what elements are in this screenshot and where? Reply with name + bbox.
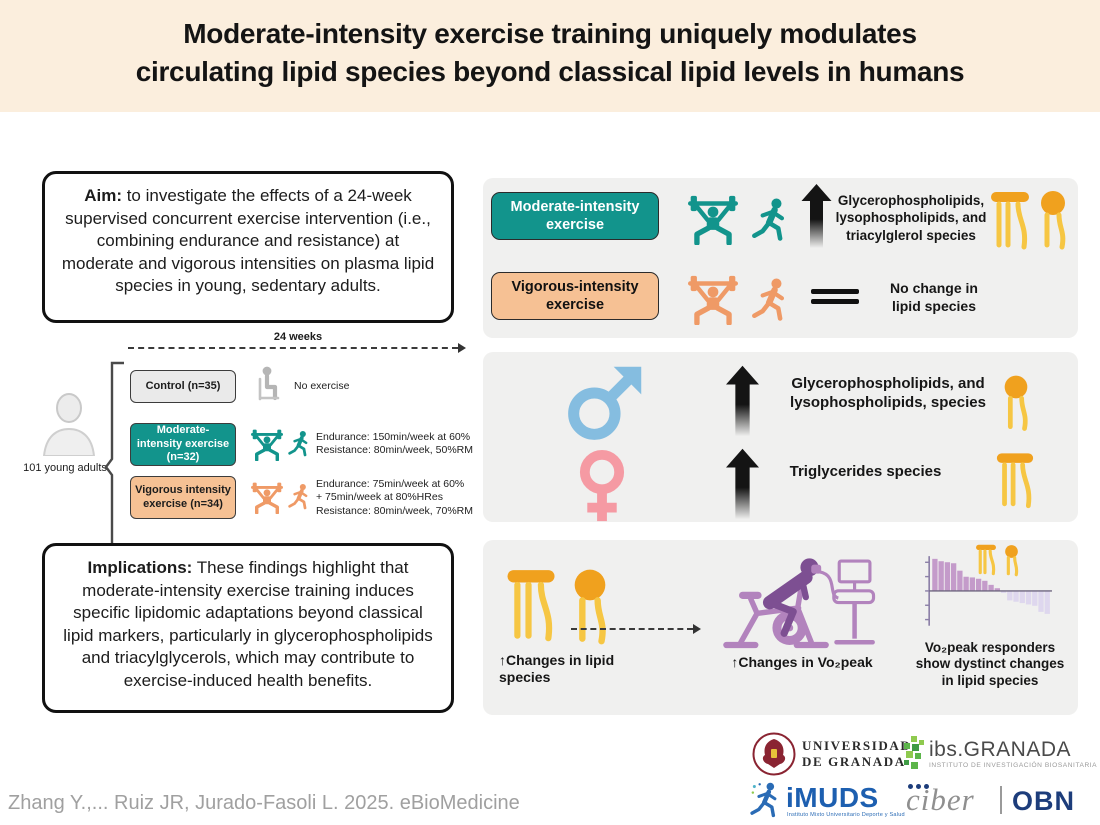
runner-icon-vigorous-small [288,484,308,510]
phospholipid-icon-large [574,569,606,645]
timeline-label: 24 weeks [273,331,323,343]
increase-arrow-icon-male [726,365,759,437]
female-symbol-icon [579,450,625,522]
phospholipid-icon [1041,191,1066,250]
aim-label: Aim: [84,186,122,205]
group-moderate-label: Moderate-intensity exercise (n=32) [136,423,230,464]
vigorous-desc-line1: Endurance: 75min/week at 60% [316,478,465,490]
group-vigorous-label: Vigorous intensity exercise (n=34) [135,483,231,510]
weightlifter-icon-moderate-small [251,429,283,461]
page-title-line1: Moderate-intensity exercise training uni… [183,18,917,49]
ciber-logo: ciber [906,782,975,817]
young-adult-icon [42,393,96,456]
cohort-label: 101 young adults [23,462,107,474]
ugr-crest-icon [752,732,796,776]
implies-dashed-arrow [571,628,693,630]
vigorous-exercise-button: Vigorous-intensity exercise [491,272,659,320]
ibs-granada-subtitle: INSTITUTO DE INVESTIGACIÓN BIOSANITARIA [929,762,1098,769]
ugr-logo-line1: UNIVERSIDAD [802,738,912,753]
weightlifter-icon-vigorous-small [251,482,283,514]
obn-logo: OBN [1012,786,1075,816]
page-title-line2: circulating lipid species beyond classic… [135,56,965,87]
mini-triacylglycerol-icon [976,544,996,576]
phospholipid-icon-male [1004,375,1028,431]
implications-text: These findings highlight that moderate-i… [63,558,433,691]
vigorous-desc-line3: Resistance: 80min/week, 70%RM [316,504,473,517]
panel-responders: ↑Changes in lipid species [483,540,1078,715]
female-outcome-text: Triglycerides species [789,463,942,480]
ibs-granada-logo: ibs.GRANADA [929,738,1072,761]
group-box-control: Control (n=35) [130,370,236,403]
aim-box: Aim: to investigate the effects of a 24-… [42,171,454,323]
group-box-moderate: Moderate-intensity exercise (n=32) [130,423,236,466]
mini-phospholipid-icon [1005,545,1019,577]
vigorous-desc-line2: + 75min/week at 80%HRes [316,491,443,504]
weightlifter-icon-moderate [688,195,738,245]
vo2peak-cycling-test-icon [723,558,876,649]
title-banner: Moderate-intensity exercise training uni… [0,0,1100,112]
moderate-exercise-button: Moderate-intensity exercise [491,192,659,240]
aim-text: to investigate the effects of a 24-week … [61,186,435,296]
moderate-desc-line1: Endurance: 150min/week at 60% [316,431,471,443]
triacylglycerol-icon-large [507,570,555,642]
timeline-dashed-line [128,347,458,349]
moderate-desc-line2: Resistance: 80min/week, 50%RM [316,444,473,457]
lipid-change-caption: ↑Changes in lipid species [499,652,615,686]
ibs-granada-icon [904,736,924,769]
implications-box: Implications: These findings highlight t… [42,543,454,713]
vo2-change-caption: ↑Changes in Vo₂peak [731,654,873,670]
moderate-outcome-text: Glycerophospholipids, lysophospholipids,… [835,193,987,243]
weightlifter-icon-vigorous [688,275,738,325]
increase-arrow-icon-female [726,448,759,520]
control-desc: No exercise [294,380,350,392]
citation: Zhang Y.,... Ruiz JR, Jurado-Fasoli L. 2… [8,792,520,814]
triacylglycerol-icon [991,192,1029,250]
responders-caption: Vo₂peak responders show dystinct changes… [915,640,1065,688]
runner-icon-vigorous [752,278,785,321]
responders-waterfall-chart [925,556,1052,626]
runner-icon-moderate-small [288,431,308,457]
implies-arrowhead-icon [693,624,701,634]
imuds-subtitle: Instituto Mixto Universitario Deporte y … [787,812,905,818]
male-symbol-icon [568,366,642,440]
panel-sex-differences: Glycerophospholipids, and lysophospholip… [483,352,1078,522]
ciber-dots-icon [908,776,929,794]
ugr-logo-line2: DE GRANADA [802,754,906,770]
group-control-label: Control (n=35) [145,379,221,392]
increase-arrow-icon [801,184,832,248]
triacylglycerol-icon-female [996,453,1034,509]
timeline-arrowhead-icon [458,343,466,353]
runner-icon-moderate [752,198,785,241]
vigorous-outcome-text: No change in lipid species [890,280,978,314]
implications-label: Implications: [87,558,193,577]
male-outcome-text: Glycerophospholipids, and lysophospholip… [790,375,986,412]
logo-divider [1000,786,1002,814]
imuds-logo: iMUDS [786,782,879,813]
panel-intensity-results: Moderate-intensity exercise Glycerophosp… [483,178,1078,338]
imuds-runner-icon [750,782,777,818]
moderate-button-label: Moderate-intensity exercise [510,198,640,233]
seated-person-icon [258,366,280,401]
group-box-vigorous: Vigorous intensity exercise (n=34) [130,476,236,519]
vigorous-button-label: Vigorous-intensity exercise [511,278,639,313]
